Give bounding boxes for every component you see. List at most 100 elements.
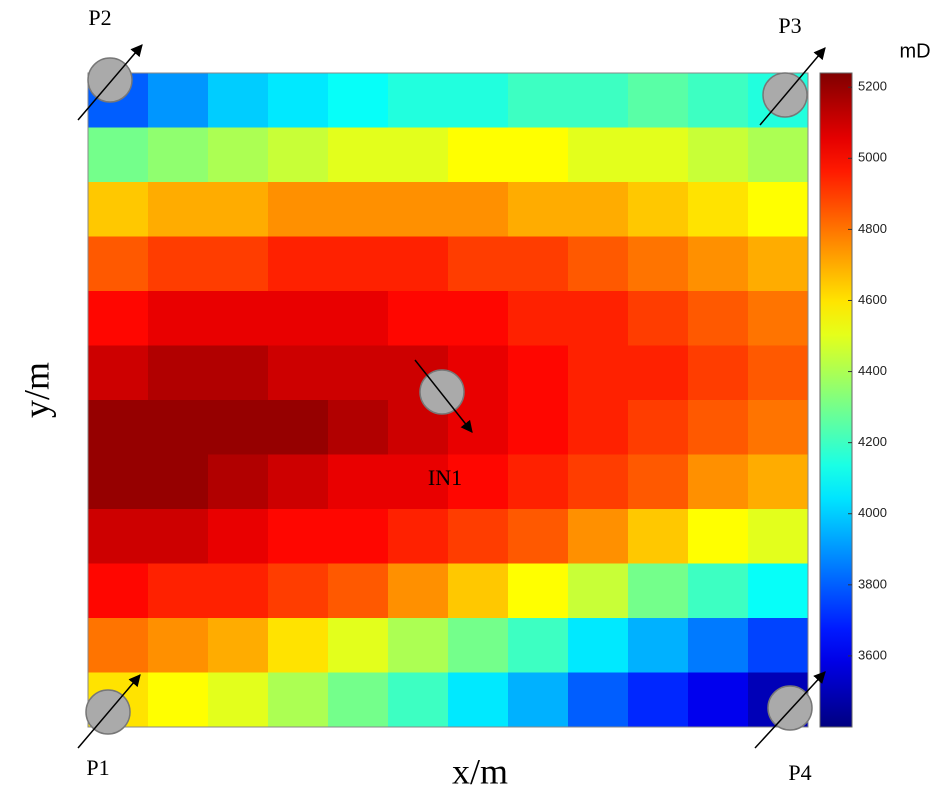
y-axis-label: y/m bbox=[16, 362, 56, 418]
heatmap-cell bbox=[388, 291, 449, 346]
x-axis-label: x/m bbox=[452, 751, 508, 791]
heatmap-cell bbox=[268, 236, 329, 292]
heatmap-cell bbox=[448, 509, 509, 564]
heatmap-cell bbox=[208, 291, 269, 346]
colorbar-tick-label: 4000 bbox=[858, 505, 887, 520]
heatmap-cell bbox=[748, 454, 809, 510]
heatmap-cell bbox=[268, 563, 329, 619]
well-label: P2 bbox=[88, 5, 111, 30]
heatmap-cell bbox=[148, 182, 209, 237]
heatmap-cell bbox=[328, 73, 389, 128]
well-arrow bbox=[77, 674, 141, 749]
well-label: P4 bbox=[788, 760, 811, 785]
heatmap-cell bbox=[748, 400, 809, 455]
heatmap-cell bbox=[328, 618, 389, 673]
heatmap-cell bbox=[88, 182, 149, 237]
heatmap-cell bbox=[688, 454, 749, 510]
heatmap-cell bbox=[508, 345, 569, 401]
heatmap-cell bbox=[568, 400, 629, 455]
heatmap-cell bbox=[748, 509, 809, 564]
heatmap-cell bbox=[508, 291, 569, 346]
heatmap-cell bbox=[268, 400, 329, 455]
heatmap-cell bbox=[328, 291, 389, 346]
heatmap-cell bbox=[568, 345, 629, 401]
heatmap-cell bbox=[328, 509, 389, 564]
heatmap-cell bbox=[388, 509, 449, 564]
colorbar-tick-label: 4800 bbox=[858, 221, 887, 236]
heatmap-cell bbox=[208, 618, 269, 673]
heatmap-cell bbox=[88, 563, 149, 619]
heatmap-cell bbox=[148, 672, 209, 728]
heatmap-cell bbox=[88, 618, 149, 673]
heatmap-cell bbox=[568, 73, 629, 128]
heatmap-cell bbox=[448, 400, 509, 455]
heatmap-cell bbox=[208, 454, 269, 510]
heatmap-cell bbox=[628, 236, 689, 292]
well-arrow bbox=[77, 44, 143, 121]
heatmap-cell bbox=[208, 400, 269, 455]
heatmap-cell bbox=[628, 563, 689, 619]
heatmap-cell bbox=[568, 618, 629, 673]
heatmap-cell bbox=[688, 127, 749, 183]
heatmap-cell bbox=[88, 509, 149, 564]
heatmap-cell bbox=[568, 454, 629, 510]
heatmap-cell bbox=[208, 563, 269, 619]
heatmap-cell bbox=[208, 509, 269, 564]
heatmap-cell bbox=[328, 400, 389, 455]
heatmap-cell bbox=[328, 127, 389, 183]
heatmap-cell bbox=[508, 236, 569, 292]
heatmap-cell bbox=[688, 345, 749, 401]
heatmap-cell bbox=[148, 400, 209, 455]
heatmap-cell bbox=[448, 454, 509, 510]
heatmap-cell bbox=[268, 182, 329, 237]
heatmap-cell bbox=[628, 618, 689, 673]
heatmap-cell bbox=[508, 618, 569, 673]
heatmap-cell bbox=[148, 73, 209, 128]
heatmap-cell bbox=[88, 236, 149, 292]
heatmap-cell bbox=[208, 127, 269, 183]
heatmap-cell bbox=[688, 182, 749, 237]
heatmap-cell bbox=[688, 563, 749, 619]
heatmap-cell bbox=[268, 509, 329, 564]
heatmap-cell bbox=[508, 182, 569, 237]
heatmap-cell bbox=[568, 127, 629, 183]
colorbar-tick-label: 4600 bbox=[858, 292, 887, 307]
colorbar bbox=[819, 72, 853, 728]
heatmap-cell bbox=[388, 127, 449, 183]
heatmap-cell bbox=[508, 400, 569, 455]
heatmap-cell bbox=[88, 291, 149, 346]
heatmap-cell bbox=[328, 672, 389, 728]
heatmap-cell bbox=[508, 509, 569, 564]
heatmap-cell bbox=[568, 509, 629, 564]
heatmap-cell bbox=[448, 73, 509, 128]
heatmap-cell bbox=[388, 73, 449, 128]
heatmap-cell bbox=[628, 73, 689, 128]
heatmap-cell bbox=[148, 563, 209, 619]
heatmap-cell bbox=[328, 454, 389, 510]
heatmap-cell bbox=[208, 73, 269, 128]
heatmap-cell bbox=[688, 236, 749, 292]
heatmap-cell bbox=[268, 345, 329, 401]
heatmap-cell bbox=[388, 563, 449, 619]
heatmap-cell bbox=[388, 618, 449, 673]
heatmap-cell bbox=[148, 291, 209, 346]
heatmap-cell bbox=[628, 454, 689, 510]
heatmap-cell bbox=[568, 672, 629, 728]
heatmap-cell bbox=[448, 618, 509, 673]
heatmap-cell bbox=[568, 291, 629, 346]
heatmap-cell bbox=[268, 454, 329, 510]
heatmap-cell bbox=[568, 236, 629, 292]
heatmap-cell bbox=[388, 182, 449, 237]
colorbar-tick-label: 5000 bbox=[858, 150, 887, 165]
heatmap-cell bbox=[208, 345, 269, 401]
heatmap-cell bbox=[88, 400, 149, 455]
heatmap-cell bbox=[688, 618, 749, 673]
wells: P1 P2 P3 P4 IN1 bbox=[77, 5, 826, 785]
heatmap-cell bbox=[268, 291, 329, 346]
heatmap-cell bbox=[328, 236, 389, 292]
well-label: P3 bbox=[778, 13, 801, 38]
heatmap-cell bbox=[748, 618, 809, 673]
heatmap-cell bbox=[628, 345, 689, 401]
colorbar-tick-label: 5200 bbox=[858, 79, 887, 94]
